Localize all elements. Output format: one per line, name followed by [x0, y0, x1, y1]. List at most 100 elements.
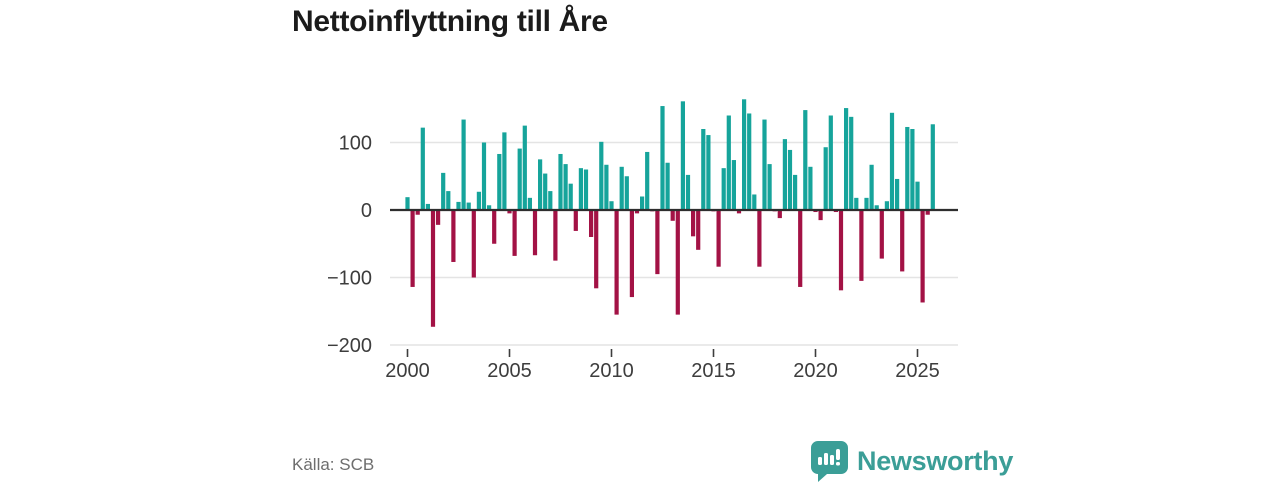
bar-2002q1 — [446, 191, 451, 210]
logo-exclamation-stem — [836, 449, 840, 460]
bar-2009q3 — [599, 141, 604, 210]
bar-2004q1 — [487, 205, 492, 210]
bar-2003q3 — [476, 191, 481, 210]
x-tick-label-2025: 2025 — [895, 360, 940, 382]
bar-2016q1 — [731, 160, 736, 210]
bar-2001q1 — [425, 203, 430, 210]
bar-2003q2 — [471, 210, 476, 278]
bar-2008q3 — [578, 168, 583, 210]
bar-2004q4 — [502, 132, 507, 210]
bar-2022q2 — [859, 210, 864, 281]
bar-2022q3 — [864, 197, 869, 210]
y-tick-label--200: −200 — [327, 335, 372, 357]
bar-2013q1 — [670, 210, 675, 221]
bar-2024q1 — [895, 178, 900, 210]
bar-2022q4 — [869, 164, 874, 210]
bar-2010q4 — [624, 176, 629, 210]
bar-2014q2 — [696, 210, 701, 250]
bar-2016q3 — [742, 99, 747, 210]
bar-2011q1 — [629, 210, 634, 298]
bar-2019q1 — [793, 174, 798, 210]
x-tick-label-2000: 2000 — [385, 360, 430, 382]
bar-2010q1 — [609, 201, 614, 210]
bar-2007q1 — [548, 191, 553, 210]
bar-2013q2 — [675, 210, 680, 315]
bar-2000q1 — [405, 197, 410, 210]
bar-2015q2 — [716, 210, 721, 267]
bar-2000q4 — [420, 127, 425, 210]
bar-2007q2 — [553, 210, 558, 261]
bar-2017q2 — [757, 210, 762, 267]
bar-2018q4 — [787, 149, 793, 210]
bar-2025q4 — [930, 124, 935, 210]
x-tick-label-2020: 2020 — [793, 360, 838, 382]
bar-2007q3 — [558, 153, 563, 210]
bar-2001q2 — [430, 210, 436, 327]
logo-bar-large — [830, 455, 834, 465]
bar-2022q1 — [854, 197, 859, 210]
bar-2016q2 — [736, 210, 742, 214]
newsworthy-speech-bubble-chart-icon — [811, 441, 848, 482]
bar-2023q4 — [889, 112, 895, 210]
bar-2023q2 — [879, 210, 884, 259]
bar-2012q2 — [655, 210, 660, 275]
bar-2011q2 — [634, 210, 640, 214]
bar-2025q3 — [925, 210, 930, 215]
bar-2019q2 — [798, 210, 803, 287]
bar-2009q2 — [594, 210, 599, 289]
bar-2006q3 — [538, 159, 543, 210]
logo-bar-medium — [824, 453, 828, 465]
bar-2008q1 — [568, 183, 573, 210]
bar-2005q3 — [517, 148, 522, 210]
bar-2025q1 — [915, 181, 920, 210]
bar-2018q3 — [782, 139, 787, 210]
newsworthy-brand: Newsworthy — [810, 441, 1013, 482]
bar-2005q2 — [512, 210, 517, 256]
bar-2006q1 — [527, 197, 532, 210]
bar-2011q3 — [640, 196, 645, 210]
bar-2005q4 — [522, 125, 527, 210]
y-tick-label-100: 100 — [339, 133, 372, 155]
bar-2018q2 — [777, 210, 782, 219]
bar-2011q4 — [645, 151, 650, 210]
bar-2014q3 — [701, 129, 706, 210]
y-tick-label-0: 0 — [361, 200, 372, 222]
bar-2001q3 — [436, 210, 441, 225]
bar-2008q2 — [573, 210, 578, 231]
bar-2024q2 — [900, 210, 905, 272]
bar-2010q2 — [614, 210, 619, 315]
bar-2015q4 — [726, 115, 731, 210]
x-tick-label-2005: 2005 — [487, 360, 532, 382]
bar-2020q3 — [823, 147, 828, 210]
bar-2020q2 — [818, 210, 823, 221]
bar-2020q4 — [828, 115, 833, 210]
bar-2015q3 — [721, 168, 726, 210]
bar-2012q3 — [660, 106, 665, 210]
bar-2013q3 — [680, 101, 685, 210]
bar-2010q3 — [619, 166, 624, 210]
bar-2000q3 — [415, 210, 420, 215]
logo-bar-small — [818, 457, 822, 465]
bar-2012q4 — [665, 162, 670, 210]
bar-2006q4 — [543, 173, 548, 210]
bar-2019q3 — [803, 110, 808, 210]
bar-2024q3 — [905, 126, 910, 210]
bar-2003q4 — [481, 142, 487, 210]
bar-2001q4 — [441, 172, 446, 210]
speech-bubble-shape — [811, 441, 848, 482]
newsworthy-wordmark: Newsworthy — [857, 446, 1014, 476]
bar-2007q4 — [563, 164, 568, 210]
bar-2009q4 — [604, 164, 609, 210]
bar-2004q2 — [492, 210, 497, 244]
bar-2003q1 — [466, 202, 471, 210]
bar-2013q4 — [685, 174, 691, 210]
bar-2021q2 — [838, 210, 844, 291]
x-tick-label-2015: 2015 — [691, 360, 736, 382]
bar-2017q1 — [752, 194, 757, 210]
bar-2004q3 — [497, 153, 502, 210]
logo-exclamation-dot — [836, 462, 840, 466]
bar-2023q3 — [884, 201, 889, 210]
bar-2017q4 — [767, 164, 772, 210]
bar-2024q4 — [910, 129, 915, 210]
bar-2023q1 — [874, 205, 879, 210]
